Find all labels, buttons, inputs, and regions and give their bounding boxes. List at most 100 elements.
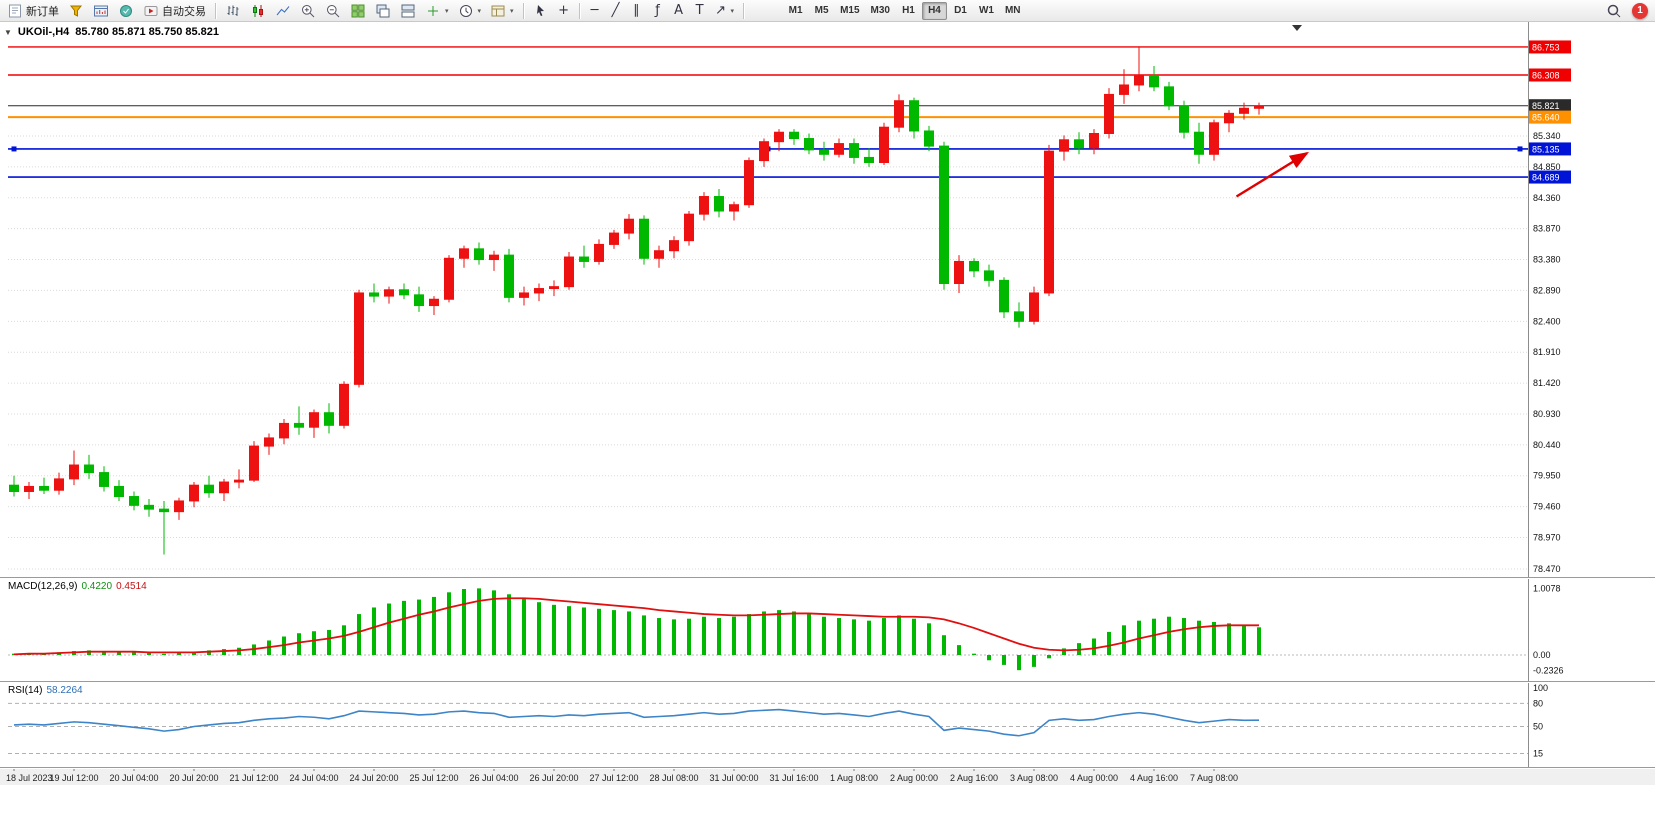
price-label: 81.910 <box>1533 347 1561 357</box>
time-label: 4 Aug 16:00 <box>1130 773 1178 783</box>
timeframe-h1[interactable]: H1 <box>896 2 921 20</box>
line-chart-button[interactable] <box>271 1 295 21</box>
price-label: 79.950 <box>1533 471 1561 481</box>
zoom-out-button[interactable] <box>321 1 345 21</box>
chart-title: ▼ UKOil-,H4 85.780 85.871 85.750 85.821 <box>4 26 219 38</box>
time-label: 26 Jul 04:00 <box>469 773 518 783</box>
time-label: 2 Aug 16:00 <box>950 773 998 783</box>
channel-button[interactable]: ∥ <box>627 1 647 21</box>
price-label: 78.970 <box>1533 532 1561 542</box>
price-label: 83.380 <box>1533 255 1561 265</box>
dropdown-caret-icon: ▾ <box>445 7 449 15</box>
time-label: 18 Jul 2023 <box>6 773 53 783</box>
templates-button[interactable]: ▾ <box>486 1 518 21</box>
time-label: 2 Aug 00:00 <box>890 773 938 783</box>
svg-text:0.00: 0.00 <box>1533 650 1551 660</box>
svg-text:84.689: 84.689 <box>1532 173 1560 183</box>
bar-chart-button[interactable] <box>221 1 245 21</box>
time-label: 25 Jul 12:00 <box>409 773 458 783</box>
svg-text:85.821: 85.821 <box>1532 101 1560 111</box>
rsi-title-text: RSI(14) <box>8 685 43 696</box>
time-label: 27 Jul 12:00 <box>589 773 638 783</box>
zoom-out-icon <box>327 4 340 17</box>
market-watch-icon <box>94 5 108 16</box>
timeframe-m30[interactable]: M30 <box>866 2 895 20</box>
candlestick-chart-button[interactable] <box>246 1 270 21</box>
text-button[interactable]: A <box>669 1 689 21</box>
price-badge <box>1529 68 1571 82</box>
svg-text:85.135: 85.135 <box>1532 144 1560 154</box>
data-window-icon <box>120 4 132 17</box>
cursor-button[interactable] <box>529 1 553 21</box>
timeframe-m15[interactable]: M15 <box>835 2 864 20</box>
zoom-in-button[interactable] <box>296 1 320 21</box>
data-window-button[interactable] <box>114 1 138 21</box>
tile-windows-icon <box>351 4 365 17</box>
zoom-in-icon <box>302 4 315 17</box>
new-chart-icon <box>428 5 438 16</box>
price-label: 84.850 <box>1533 162 1561 172</box>
dropdown-caret-icon: ▾ <box>730 7 735 15</box>
autotrading-button[interactable]: 自动交易 <box>139 1 210 21</box>
candlestick-chart-icon <box>253 4 263 17</box>
price-badge <box>1529 170 1571 184</box>
bar-chart-icon <box>227 5 239 16</box>
text-label-button[interactable]: T <box>690 1 710 21</box>
arrows-button[interactable]: ↗ ▾ <box>711 1 739 21</box>
trendline-button[interactable]: ╱ <box>606 1 626 21</box>
horizontal-line-button[interactable]: ─ <box>585 1 605 21</box>
crosshair-button[interactable]: + <box>554 1 574 21</box>
timeframe-m5[interactable]: M5 <box>809 2 834 20</box>
dropdown-caret-icon: ▾ <box>477 7 482 15</box>
candles-layer <box>9 47 1264 555</box>
horizontal-line-icon: ─ <box>590 2 599 18</box>
timeframe-m1[interactable]: M1 <box>783 2 808 20</box>
collapse-panel-icon[interactable]: ▼ <box>4 27 12 37</box>
timeframe-h4[interactable]: H4 <box>921 1 947 20</box>
svg-text:50: 50 <box>1533 722 1543 732</box>
market-watch-button[interactable] <box>89 1 113 21</box>
timeframe-d1[interactable]: D1 <box>948 2 973 20</box>
cascade-windows-button[interactable] <box>371 1 395 21</box>
time-label: 21 Jul 12:00 <box>229 773 278 783</box>
fibonacci-button[interactable]: ƒ <box>648 1 668 21</box>
macd-main-value: 0.4220 <box>81 581 113 592</box>
toolbar-right-group: 1 <box>1602 1 1652 21</box>
periods-button[interactable]: ▾ <box>454 1 486 21</box>
autotrading-label: 自动交易 <box>162 5 206 18</box>
timeframe-w1[interactable]: W1 <box>974 2 999 20</box>
svg-text:100: 100 <box>1533 683 1548 693</box>
time-label: 7 Aug 08:00 <box>1190 773 1238 783</box>
fibonacci-icon: ƒ <box>655 2 660 18</box>
chart-symbol-period: UKOil-,H4 <box>17 26 70 38</box>
price-label: 78.470 <box>1533 564 1561 574</box>
tile-horizontal-button[interactable] <box>396 1 420 21</box>
line-handle[interactable] <box>1517 146 1523 152</box>
dropdown-caret-icon: ▾ <box>510 7 514 15</box>
price-scale[interactable]: 85.340 84.850 84.360 83.870 83.380 82.890 82.4… <box>1528 22 1572 767</box>
timeframe-mn[interactable]: MN <box>1000 2 1026 20</box>
tile-windows-button[interactable] <box>346 1 370 21</box>
time-label: 20 Jul 04:00 <box>109 773 158 783</box>
new-chart-button[interactable]: ▾ <box>421 1 453 21</box>
rsi-value: 58.2264 <box>46 685 83 696</box>
arrow-annotation[interactable] <box>1235 151 1310 198</box>
equidistant-channel-icon: ∥ <box>633 2 640 18</box>
chart-ohlc-values: 85.780 85.871 85.750 85.821 <box>75 26 220 38</box>
price-label: 83.870 <box>1533 224 1561 234</box>
new-order-button[interactable]: 新订单 <box>3 1 63 21</box>
search-button[interactable] <box>1602 1 1626 21</box>
arrows-icon: ↗ <box>715 2 726 18</box>
toolbar-separator <box>522 2 524 19</box>
time-label: 20 Jul 20:00 <box>169 773 218 783</box>
cascade-windows-icon <box>376 4 390 17</box>
cursor-icon <box>536 4 544 16</box>
chart-shift-marker[interactable] <box>1292 25 1302 31</box>
profiles-button[interactable] <box>64 1 88 21</box>
line-handle[interactable] <box>11 146 17 152</box>
price-label: 80.930 <box>1533 409 1561 419</box>
notification-badge[interactable]: 1 <box>1632 2 1648 19</box>
grid-layer <box>8 135 1528 570</box>
